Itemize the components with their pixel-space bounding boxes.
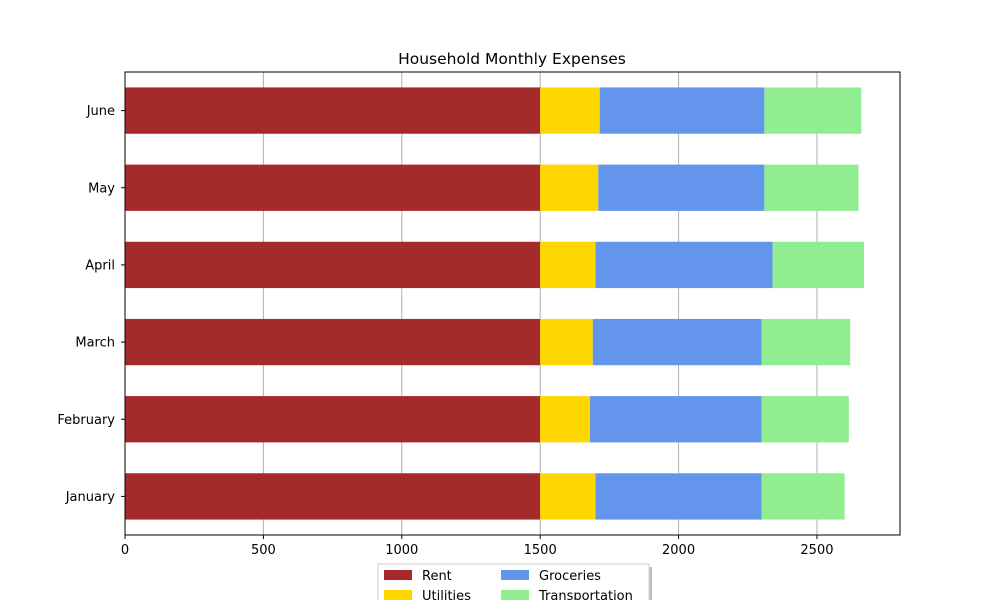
y-tick-label: June (86, 104, 115, 119)
bar-rent-may (125, 164, 541, 211)
bar-transportation-april (772, 241, 865, 289)
bar-groceries-may (598, 164, 765, 211)
bar-rent-january (125, 473, 541, 520)
legend-swatch-rent (384, 570, 412, 580)
bar-utilities-may (540, 164, 599, 211)
bar-rent-april (125, 241, 541, 289)
legend-label-groceries: Groceries (539, 569, 601, 584)
legend-label-rent: Rent (422, 569, 452, 584)
bar-groceries-march (592, 318, 762, 366)
bar-utilities-march (540, 318, 593, 366)
grid (262, 72, 818, 535)
bar-rent-february (125, 396, 541, 443)
y-axis: January February March April May June (57, 104, 125, 505)
legend-swatch-groceries (501, 570, 529, 580)
y-tick-label: March (75, 336, 115, 351)
plot-frame (124, 71, 901, 536)
bar-transportation-february (761, 396, 849, 443)
bar-transportation-may (764, 164, 859, 211)
y-tick-label: May (88, 181, 115, 196)
bar-rent-june (125, 87, 541, 134)
bars (125, 87, 865, 520)
bar-utilities-june (540, 87, 600, 134)
bar-rent-march (125, 318, 541, 366)
bar-transportation-march (761, 318, 851, 366)
y-tick-label: February (57, 413, 115, 428)
bar-utilities-february (540, 396, 590, 443)
x-tick-label: 0 (121, 543, 129, 558)
x-tick-label: 2500 (800, 543, 833, 558)
bar-utilities-april (540, 241, 596, 289)
bar-groceries-february (590, 396, 762, 443)
bar-groceries-january (595, 473, 762, 520)
x-tick-label: 500 (251, 543, 276, 558)
y-tick-label: April (85, 258, 115, 273)
legend-swatch-utilities (384, 590, 412, 600)
legend-label-utilities: Utilities (422, 589, 471, 600)
x-tick-label: 1500 (524, 543, 557, 558)
bar-utilities-january (540, 473, 596, 520)
bar-transportation-january (761, 473, 845, 520)
x-axis: 0 500 1000 1500 2000 2500 (121, 535, 834, 558)
x-tick-label: 2000 (662, 543, 695, 558)
y-tick-label: January (65, 490, 116, 505)
bar-transportation-june (764, 87, 862, 134)
bar-groceries-april (595, 241, 773, 289)
legend-swatch-transportation (501, 590, 529, 600)
x-tick-label: 1000 (385, 543, 418, 558)
chart-title: Household Monthly Expenses (398, 50, 626, 68)
legend-label-transportation: Transportation (538, 589, 633, 600)
bar-groceries-june (599, 87, 765, 134)
legend: Rent Utilities Groceries Transportation (377, 563, 652, 600)
